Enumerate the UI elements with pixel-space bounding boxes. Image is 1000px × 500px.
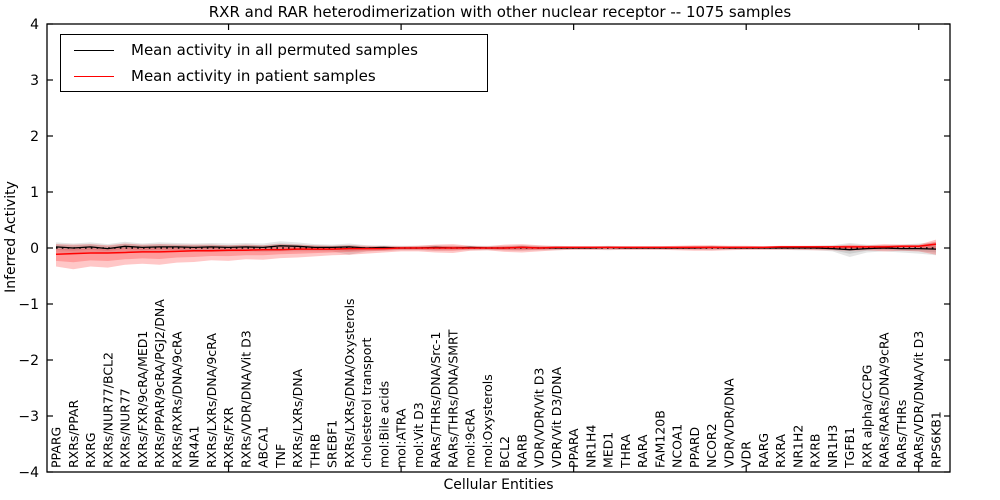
y-tick-label: 3 (30, 73, 39, 89)
legend: Mean activity in all permuted samples Me… (60, 34, 488, 92)
x-tick-label: VDR/Vit D3/DNA (549, 367, 564, 468)
y-tick-label: 2 (30, 129, 39, 145)
x-tick-label: TGFB1 (842, 427, 857, 469)
y-tick-label: −2 (18, 353, 39, 369)
x-tick-label: ABCA1 (256, 426, 271, 468)
x-tick-label: PPARG (49, 427, 64, 468)
x-tick-label: RXRs/FXR (221, 407, 236, 468)
x-tick-label: RXRB (808, 433, 823, 468)
permuted-band-outer (56, 241, 936, 257)
x-tick-label: PPARD (687, 427, 702, 468)
x-tick-label: BCL2 (497, 436, 512, 468)
legend-item-patient: Mean activity in patient samples (61, 63, 487, 89)
x-tick-label: FAM120B (652, 410, 667, 468)
x-tick-label: RXRs/LXRs/DNA (290, 368, 305, 468)
x-tick-label: RARs/VDR/DNA/Vit D3 (911, 331, 926, 468)
x-tick-label: RXRs/LXRs/DNA/Oxysterols (342, 298, 357, 468)
x-tick-label: RXRs/PPAR (66, 400, 81, 468)
x-tick-label: RXRA (773, 434, 788, 468)
x-tick-label: RARA (635, 434, 650, 468)
x-tick-label: VDR (739, 441, 754, 468)
chart-title: RXR and RAR heterodimerization with othe… (208, 3, 792, 21)
x-tick-label: RXRs/FXR/9cRA/MED1 (135, 331, 150, 468)
x-tick-label: RXRs/LXRs/DNA/9cRA (204, 333, 219, 468)
x-tick-label: TNF (273, 444, 288, 469)
x-tick-label: NR1H2 (791, 425, 806, 468)
y-tick-label: −3 (18, 409, 39, 425)
patient-mean-line (55, 243, 937, 255)
legend-item-permuted: Mean activity in all permuted samples (61, 37, 487, 63)
x-tick-label: RARs/THRs (894, 400, 909, 468)
x-tick-label: mol:Oxysterols (480, 374, 495, 468)
x-tick-label: RARs/THRs/DNA/SMRT (445, 329, 460, 468)
y-tick-label: 0 (30, 241, 39, 257)
x-axis-label: Cellular Entities (443, 477, 554, 493)
x-tick-label: NCOA1 (670, 424, 685, 468)
x-tick-label: RXRs/RXRs/DNA/9cRA (169, 331, 184, 468)
y-tick-label: −1 (18, 297, 39, 313)
x-tick-label: THRB (307, 434, 322, 469)
legend-label-permuted: Mean activity in all permuted samples (131, 41, 418, 59)
x-tick-label: RXRs/VDR/DNA/Vit D3 (238, 330, 253, 468)
x-tick-label: RARB (514, 434, 529, 468)
legend-label-patient: Mean activity in patient samples (131, 67, 376, 85)
x-tick-label: RARG (756, 433, 771, 468)
x-tick-label: RXRs/NUR77 (118, 388, 133, 468)
x-tick-label: RXRs/PPAR/9cRA/PGJ2/DNA (152, 299, 167, 468)
x-tick-label: VDR/VDR/Vit D3 (532, 368, 547, 468)
y-tick-label: −4 (18, 465, 39, 481)
x-tick-label: RPS6KB1 (929, 411, 944, 468)
legend-line-black (74, 49, 114, 51)
x-tick-label: NR4A1 (187, 426, 202, 469)
legend-line-red (74, 75, 114, 77)
x-tick-label: mol:ATRA (394, 408, 409, 468)
x-tick-label: RXRs/NUR77/BCL2 (100, 352, 115, 468)
x-tick-label: NR1H4 (583, 425, 598, 468)
x-tick-label: NCOR2 (704, 423, 719, 468)
x-tick-label: MED1 (601, 432, 616, 468)
x-tick-label: RXR alpha/CCPG (860, 365, 875, 468)
x-tick-label: mol:9cRA (463, 408, 478, 468)
x-tick-label: cholesterol transport (359, 337, 374, 468)
x-tick-label: SREBF1 (325, 420, 340, 468)
x-tick-label: PPARA (566, 428, 581, 468)
x-tick-label: THRA (618, 434, 633, 469)
x-tick-label: NR1H3 (825, 425, 840, 468)
x-tick-label: RXRG (83, 432, 98, 468)
x-tick-label: RARs/RARs/DNA/9cRA (877, 332, 892, 468)
x-tick-label: RARs/THRs/DNA/Src-1 (428, 332, 443, 468)
x-tick-label: mol:Vit D3 (411, 402, 426, 468)
x-tick-label: VDR/VDR/DNA (721, 378, 736, 468)
x-tick-label: mol:Bile acids (376, 381, 391, 468)
y-tick-label: 1 (30, 185, 39, 201)
y-tick-label: 4 (30, 17, 39, 33)
